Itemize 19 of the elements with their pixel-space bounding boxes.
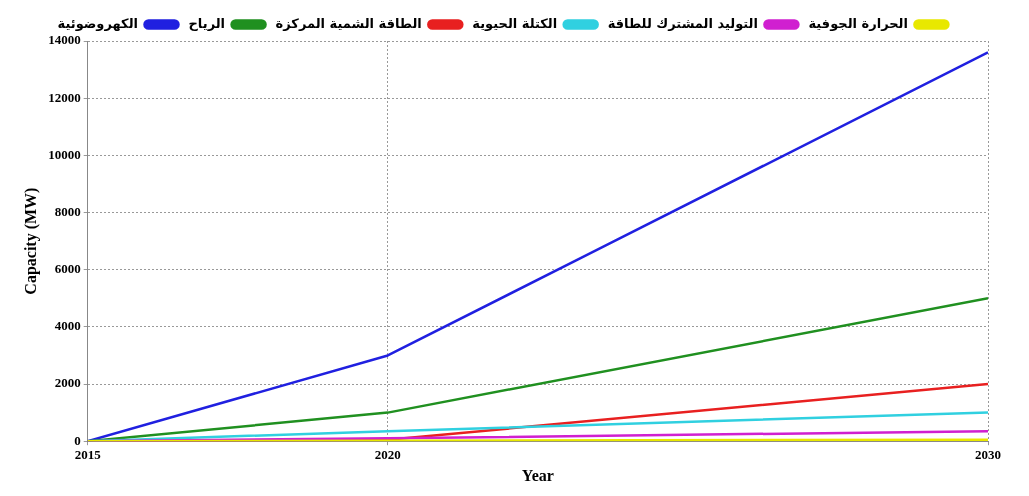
y-tick-label: 12000 [48, 89, 81, 105]
y-tick-label: 4000 [54, 318, 81, 334]
legend-label: الكهروضوئية [57, 15, 138, 31]
y-tick-label: 2000 [54, 375, 81, 391]
legend-label: الحرارة الجوفية [808, 15, 908, 31]
y-tick-label: 6000 [54, 261, 81, 277]
y-axis-title: Capacity (MW) [21, 187, 40, 295]
legend-label: الرياح [188, 15, 226, 31]
x-tick-label: 2015 [74, 447, 102, 463]
y-tick-label: 8000 [54, 203, 81, 219]
legend-label: الطاقة الشمية المركزة [275, 15, 422, 31]
legend-label: التوليد المشترك للطاقة [607, 15, 758, 31]
y-tick-label: 10000 [48, 146, 81, 162]
y-tick-label: 0 [74, 432, 81, 448]
x-tick-label: 2020 [374, 447, 401, 463]
x-tick-label: 2030 [975, 447, 1001, 463]
legend-label: الكتلة الحيوية [472, 15, 558, 31]
y-tick-label: 14000 [48, 32, 81, 48]
x-axis-title: Year [521, 466, 554, 484]
